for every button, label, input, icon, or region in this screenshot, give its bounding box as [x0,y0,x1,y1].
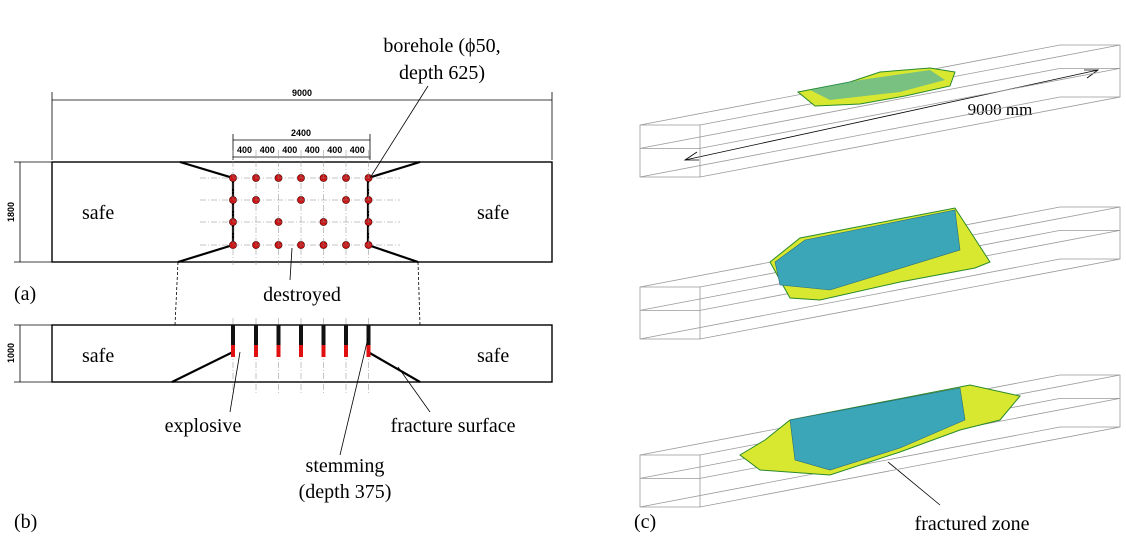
zone-label: safe [82,345,114,367]
panel-b: 1000 safe safe explosive fracture surfac… [6,318,552,533]
projection-line [418,262,420,325]
dimension-label: 1800 [6,202,16,222]
fractured-region [775,210,960,290]
dimension-label: 1000 [6,343,16,363]
zone-label: safe [82,202,114,224]
annotation: depth 625) [399,62,485,84]
box-edge [640,125,700,177]
annotation: destroyed [263,284,341,306]
charges [231,318,371,395]
explosive [254,345,258,357]
leader-line [398,367,430,412]
annotation: (depth 375) [299,481,392,503]
explosive [231,345,235,357]
stemming [299,325,303,345]
box-edge [640,97,1120,177]
fracture-line [368,162,420,262]
panel-c: (c) 9000 mm fractured zone [634,45,1120,535]
annotation: fractured zone [915,513,1030,535]
fracture-line [172,325,233,382]
stemming [344,325,348,345]
zone-label: safe [477,202,509,224]
annotation: fracture surface [391,415,516,437]
panel-label: (b) [14,511,37,533]
box-edge [640,45,1120,177]
dimension-label: 2400 [291,128,311,138]
dimension-label: 400 [237,145,252,155]
annotation: borehole (ϕ50, [383,35,500,57]
box-edge [640,287,700,339]
stemming [254,325,258,345]
figure: 9000 2400 1800 safe safe borehole (ϕ50, … [0,0,1126,537]
explosive [277,345,281,357]
leader-line [290,248,292,280]
stemming [322,325,326,345]
panel-a: 9000 2400 1800 safe safe borehole (ϕ50, … [6,35,552,325]
projection-line [175,262,178,325]
annotation: 9000 mm [968,100,1033,119]
fracture-line [368,325,420,382]
annotation: explosive [165,415,242,437]
dimension-label: 400 [305,145,320,155]
dimension-label: 9000 [292,88,312,98]
stemming [231,325,235,345]
box-edge [640,455,700,507]
stemming [277,325,281,345]
panel-label: (a) [14,283,36,305]
dimension-label: 400 [350,145,365,155]
dimension-label: 400 [327,145,342,155]
explosive [367,345,371,357]
fracture-line [178,162,233,262]
leader-line [888,462,940,505]
annotation: stemming [306,455,385,477]
explosive [322,345,326,357]
panel-label: (c) [634,511,656,533]
explosive [299,345,303,357]
explosive [344,345,348,357]
dimension-label: 400 [260,145,275,155]
dimension-label: 400 [282,145,297,155]
zone-label: safe [477,345,509,367]
